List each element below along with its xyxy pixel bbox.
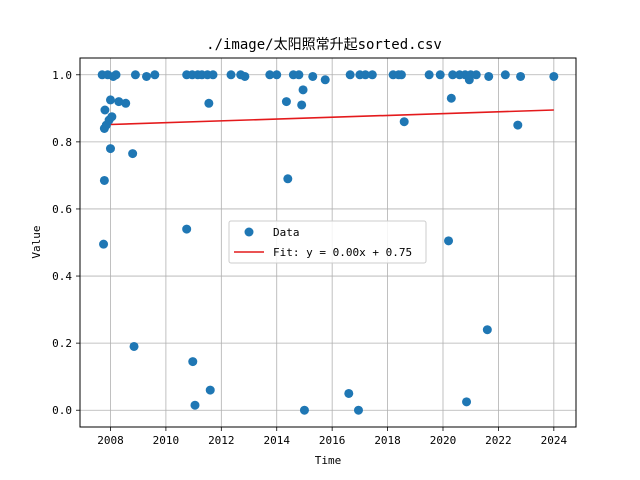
legend-marker-data — [244, 227, 254, 237]
data-point — [471, 70, 481, 80]
data-point — [345, 70, 355, 80]
fit-line-layer — [102, 109, 554, 126]
scatter-points — [97, 70, 559, 415]
data-point — [99, 239, 109, 249]
data-point — [344, 388, 354, 398]
data-point — [190, 400, 200, 410]
data-point — [129, 341, 139, 351]
data-point — [281, 97, 291, 107]
x-axis-label: Time — [315, 454, 342, 467]
data-point — [182, 224, 192, 234]
data-point — [399, 117, 409, 127]
legend-label-fit: Fit: y = 0.00x + 0.75 — [273, 246, 412, 259]
data-point — [100, 105, 110, 115]
data-point — [99, 175, 109, 185]
data-point — [446, 93, 456, 103]
data-point — [107, 112, 117, 122]
y-tick-label: 0.4 — [52, 270, 72, 283]
data-point — [513, 120, 523, 130]
data-point — [208, 70, 218, 80]
data-point — [353, 405, 363, 415]
data-point — [294, 70, 304, 80]
x-tick-label: 2008 — [97, 434, 124, 447]
data-point — [308, 71, 318, 81]
x-tick-label: 2016 — [319, 434, 346, 447]
data-point — [188, 357, 198, 367]
data-point — [444, 236, 454, 246]
data-point — [360, 70, 370, 80]
y-tick-label: 0.0 — [52, 404, 72, 417]
data-point — [435, 70, 445, 80]
data-point — [298, 85, 308, 95]
data-point — [240, 71, 250, 81]
x-tick-label: 2010 — [153, 434, 180, 447]
data-point — [516, 71, 526, 81]
x-tick-label: 2024 — [541, 434, 568, 447]
y-tick-label: 0.8 — [52, 136, 72, 149]
legend-box — [228, 220, 427, 264]
plot-frame — [79, 57, 577, 428]
data-point — [320, 75, 330, 85]
fit-line — [102, 109, 554, 126]
data-point — [424, 70, 434, 80]
data-point — [121, 98, 131, 108]
legend: Data Fit: y = 0.00x + 0.75 — [228, 220, 427, 264]
data-point — [283, 174, 293, 184]
data-point — [482, 325, 492, 335]
x-tick-label: 2012 — [208, 434, 235, 447]
x-tick-label: 2020 — [430, 434, 457, 447]
data-point — [111, 70, 121, 80]
data-point — [130, 70, 140, 80]
data-point — [142, 71, 152, 81]
data-point — [128, 149, 138, 159]
data-point — [297, 100, 307, 110]
x-tick-label: 2022 — [485, 434, 512, 447]
y-tick-label: 1.0 — [52, 69, 72, 82]
data-point — [549, 71, 559, 81]
data-point — [299, 405, 309, 415]
data-point — [272, 70, 282, 80]
data-point — [396, 70, 406, 80]
data-point — [105, 95, 115, 105]
data-point — [500, 70, 510, 80]
y-tick-label: 0.6 — [52, 203, 72, 216]
data-point — [226, 70, 236, 80]
chart-title: ./image/太阳照常升起sorted.csv — [206, 37, 442, 53]
y-tick-label: 0.2 — [52, 337, 72, 350]
data-point — [484, 71, 494, 81]
data-point — [105, 144, 115, 154]
data-point — [150, 70, 160, 80]
data-point — [204, 98, 214, 108]
data-point — [205, 385, 215, 395]
legend-label-data: Data — [273, 226, 300, 239]
data-point — [114, 97, 124, 107]
y-axis-ticks: 0.0 0.2 0.4 0.6 0.8 1.0 — [52, 69, 80, 417]
data-point — [265, 70, 275, 80]
y-axis-label: Value — [30, 225, 43, 258]
x-axis-ticks: 2008 2010 2012 2014 2016 2018 2020 2022 2024 — [97, 427, 567, 447]
x-tick-label: 2018 — [374, 434, 401, 447]
x-tick-label: 2014 — [263, 434, 290, 447]
data-point — [462, 397, 472, 407]
data-point — [448, 70, 458, 80]
data-point — [367, 70, 377, 80]
